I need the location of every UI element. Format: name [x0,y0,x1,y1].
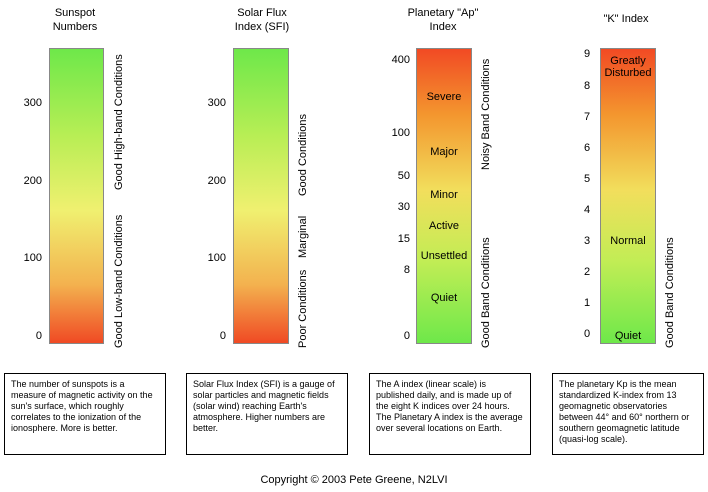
sunspot-tick-0: 0 [35,330,42,342]
sfi-tick-300: 300 [207,97,226,109]
k-title: "K" Index [603,13,649,25]
sunspot-title-line1: Sunspot [54,7,96,19]
sunspot-label-low-band: Good Low-band Conditions [113,214,125,348]
k-tick-6: 6 [584,142,591,154]
ap-level-quiet: Quiet [430,292,458,304]
ap-tick-50: 50 [397,170,410,182]
k-tick-9: 9 [584,48,591,60]
sfi-description: Solar Flux Index (SFI) is a gauge of sol… [186,373,348,455]
k-tick-8: 8 [584,80,591,92]
k-tick-7: 7 [584,111,591,123]
ap-tick-400: 400 [391,54,410,66]
sfi-label-good: Good Conditions [297,114,309,196]
ap-tick-30: 30 [397,201,410,213]
sunspot-label-high-band: Good High-band Conditions [113,54,125,190]
ap-tick-0: 0 [403,330,410,342]
ap-level-major: Major [430,146,458,158]
ap-level-severe: Severe [426,91,462,103]
sunspot-tick-100: 100 [23,252,42,264]
k-level-greatly-disturbed: Greatly Disturbed [600,55,656,79]
ap-gradient-bar [416,48,472,344]
ap-label-noisy: Noisy Band Conditions [480,58,492,170]
k-level-top-line1: Greatly [610,55,646,67]
sunspot-tick-300: 300 [23,97,42,109]
k-description: The planetary Kp is the mean standardize… [552,373,704,455]
ap-title-line1: Planetary "Ap" [407,7,479,19]
ap-title-line2: Index [429,21,457,33]
k-level-top-line2: Disturbed [604,67,652,79]
sfi-title-line1: Solar Flux [237,7,287,19]
sfi-tick-0: 0 [219,330,226,342]
sfi-gradient-bar [233,48,289,344]
ap-description: The A index (linear scale) is published … [369,373,531,455]
ap-level-minor: Minor [430,189,458,201]
sfi-title: Solar Flux Index (SFI) [212,6,312,34]
sfi-label-poor: Poor Conditions [297,269,309,348]
sfi-label-marginal: Marginal [297,215,309,258]
k-tick-1: 1 [584,297,591,309]
k-tick-5: 5 [584,173,591,185]
ap-tick-15: 15 [397,233,410,245]
ap-level-unsettled: Unsettled [420,250,468,262]
sunspot-description: The number of sunspots is a measure of m… [4,373,166,455]
ap-tick-8: 8 [403,264,410,276]
sunspot-title: Sunspot Numbers [30,6,120,34]
k-gradient-bar [600,48,656,344]
ap-label-good: Good Band Conditions [480,237,492,348]
sfi-title-line2: Index (SFI) [234,21,290,33]
k-tick-2: 2 [584,266,591,278]
copyright-notice: Copyright © 2003 Pete Greene, N2LVI [260,474,448,486]
ap-level-active: Active [429,220,459,232]
sunspot-gradient-bar [49,48,104,344]
sfi-tick-200: 200 [207,175,226,187]
k-label-good: Good Band Conditions [664,237,676,348]
sunspot-tick-200: 200 [23,175,42,187]
sfi-tick-100: 100 [207,252,226,264]
k-tick-0: 0 [584,328,591,340]
ap-title: Planetary "Ap" Index [388,6,498,34]
sunspot-title-line2: Numbers [52,21,98,33]
k-level-quiet: Quiet [614,330,642,342]
ap-tick-100: 100 [391,127,410,139]
k-tick-4: 4 [584,204,591,216]
k-level-normal: Normal [610,235,646,247]
k-tick-3: 3 [584,235,591,247]
